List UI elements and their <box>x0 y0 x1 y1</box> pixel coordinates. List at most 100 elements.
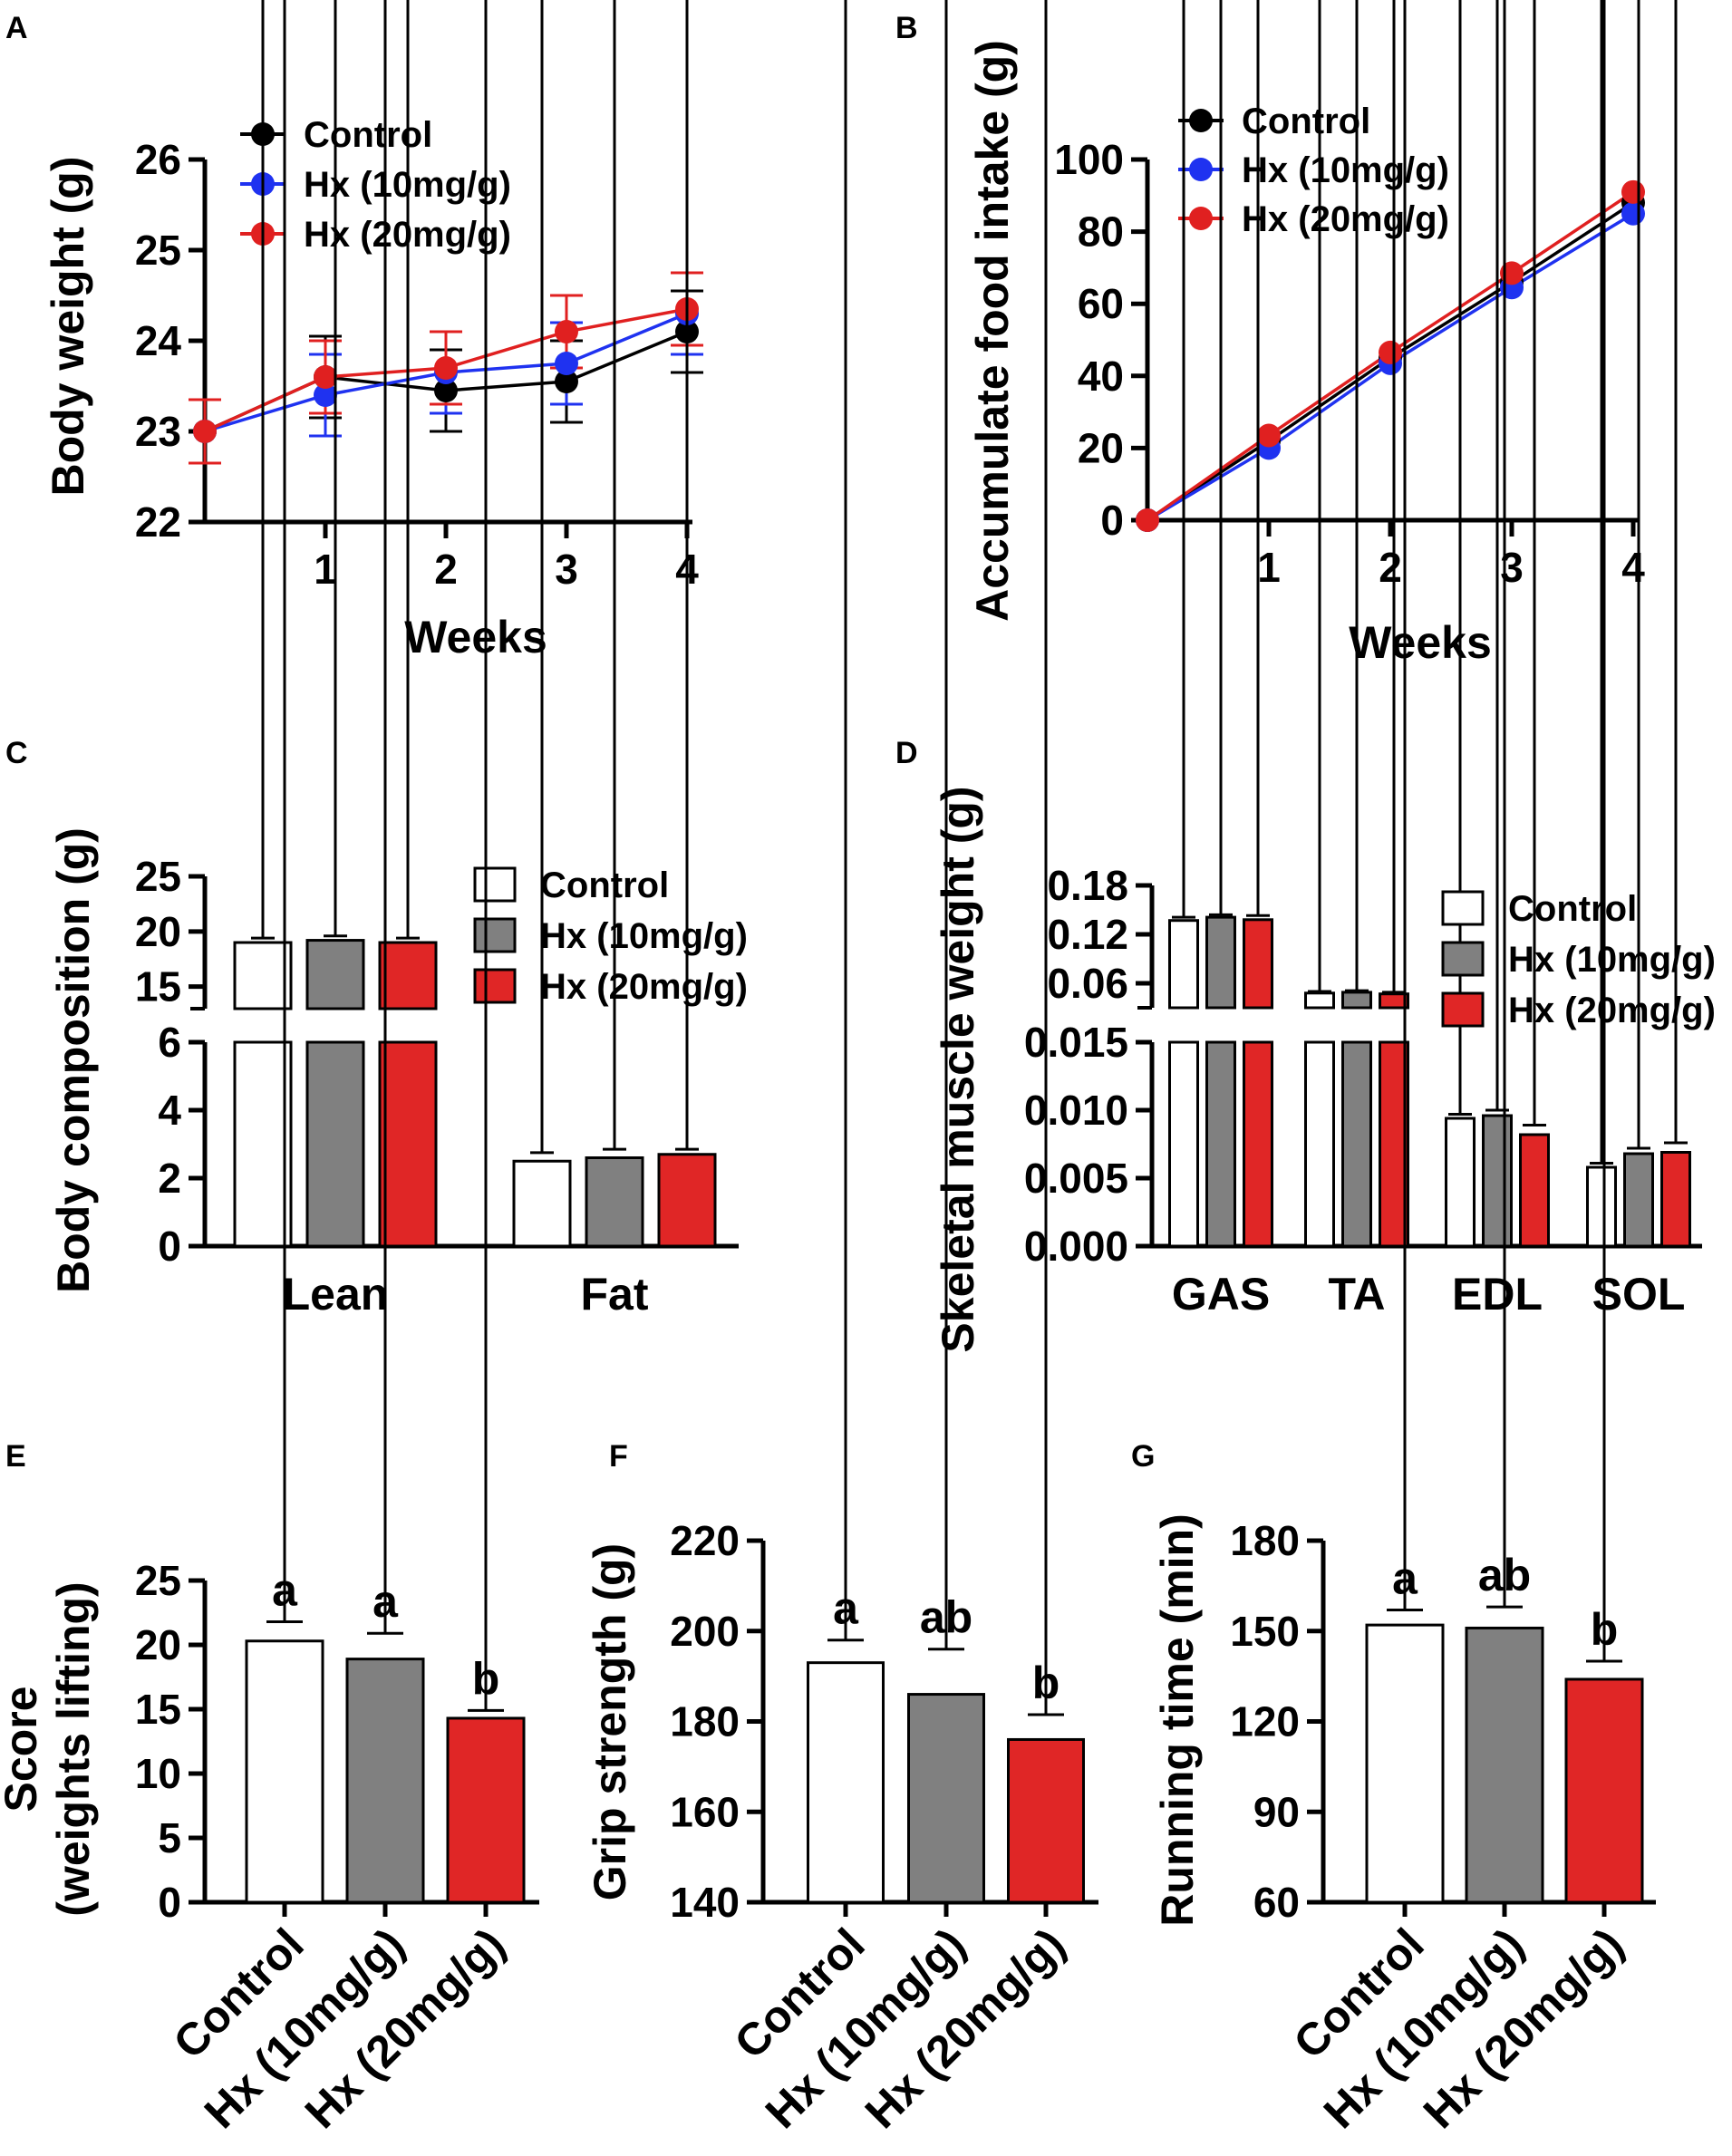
bar-lower-segment <box>1304 1040 1335 1248</box>
y-tick-label: 0.015 <box>1024 1019 1128 1066</box>
error-bar <box>530 0 554 1155</box>
legend-swatch <box>1441 941 1485 977</box>
bar <box>807 1661 885 1904</box>
y-tick-label: 40 <box>1078 353 1124 400</box>
error-bar <box>1627 0 1650 1150</box>
bar <box>1379 992 1409 1010</box>
panel-label-C: C <box>5 736 28 770</box>
y-tick-label: 0 <box>158 1879 181 1926</box>
y-tick-label: 4 <box>158 1087 181 1134</box>
error-bar <box>1590 0 1613 1165</box>
y-tick-label: 60 <box>1253 1879 1300 1926</box>
legend-label: Hx (10mg/g) <box>1242 150 1449 190</box>
y-axis-title-line2: (weights lifting) <box>48 1581 99 1916</box>
data-point <box>314 365 337 389</box>
x-tick-label: GAS <box>1172 1269 1270 1320</box>
bar <box>233 941 293 1010</box>
legend-label: Hx (10mg/g) <box>540 916 748 956</box>
error-bar <box>1382 0 1406 994</box>
bar <box>1660 1151 1691 1248</box>
y-tick-label: 220 <box>670 1517 740 1564</box>
data-point <box>555 352 578 375</box>
y-tick-label: 0.010 <box>1024 1087 1128 1134</box>
x-tick-label: TA <box>1329 1269 1386 1320</box>
bar <box>1586 1165 1617 1248</box>
y-axis-title: Body composition (g) <box>48 827 99 1293</box>
y-tick-label: 160 <box>670 1788 740 1835</box>
panel-label-F: F <box>609 1439 628 1474</box>
legend-label: Control <box>1508 889 1637 929</box>
bar <box>1564 1677 1644 1904</box>
error-bar <box>1028 0 1064 1716</box>
error-bar <box>468 0 504 1712</box>
x-tick-label: Lean <box>283 1269 389 1320</box>
significance-letter: b <box>472 1653 500 1704</box>
x-tick-label: 1 <box>314 546 337 593</box>
y-tick-label: 0.005 <box>1024 1155 1128 1202</box>
bar <box>345 1658 425 1904</box>
error-bar <box>367 0 403 1635</box>
bar <box>1445 1117 1476 1248</box>
y-axis-title: Skeletal muscle weight (g) <box>933 786 983 1352</box>
bar-lower-segment <box>1379 1040 1409 1248</box>
y-tick-label: 15 <box>135 1686 181 1733</box>
bar-lower-segment <box>1205 1040 1236 1248</box>
error-bar <box>1246 0 1270 917</box>
y-axis-title: Running time (min) <box>1152 1513 1203 1927</box>
bar <box>446 1716 526 1904</box>
data-point <box>1621 201 1645 226</box>
data-point <box>434 356 458 380</box>
bar <box>907 1693 985 1904</box>
bar <box>1168 919 1199 1010</box>
y-tick-label: 0.000 <box>1024 1223 1128 1270</box>
x-tick-label: 2 <box>434 546 458 593</box>
legend-swatch <box>473 968 517 1004</box>
y-tick-label: 120 <box>1230 1698 1300 1745</box>
legend-label: Hx (20mg/g) <box>1242 199 1449 239</box>
y-tick-label: 180 <box>1230 1517 1300 1564</box>
error-bar <box>1345 0 1369 992</box>
legend-label: Hx (20mg/g) <box>1508 991 1716 1030</box>
y-tick-label: 10 <box>135 1750 181 1797</box>
y-tick-label: 25 <box>135 853 181 900</box>
x-tick-label: 3 <box>555 546 578 593</box>
y-tick-label: 200 <box>670 1608 740 1655</box>
y-tick-label: 25 <box>135 1557 181 1604</box>
bar <box>1519 1133 1550 1248</box>
error-bar <box>396 0 420 940</box>
x-tick-label: Fat <box>581 1269 649 1320</box>
significance-letter: a <box>272 1564 298 1615</box>
x-tick-label: SOL <box>1592 1269 1686 1320</box>
significance-letter: b <box>1591 1604 1619 1655</box>
y-tick-label: 100 <box>1054 136 1124 183</box>
error-bar <box>675 0 699 1151</box>
bar <box>305 939 365 1010</box>
legend-label: Hx (20mg/g) <box>540 967 748 1007</box>
bar <box>378 941 438 1010</box>
bar <box>1341 991 1372 1010</box>
y-tick-label: 25 <box>135 227 181 274</box>
error-bar <box>251 0 275 940</box>
panel-label-B: B <box>895 11 918 45</box>
legend-swatch <box>1441 890 1485 926</box>
data-point <box>1379 340 1402 364</box>
bar-lower-segment <box>233 1040 293 1248</box>
error-bar <box>1523 0 1546 1126</box>
y-tick-label: 5 <box>158 1814 181 1861</box>
x-axis-title: Weeks <box>1349 617 1492 668</box>
y-tick-label: 15 <box>135 963 181 1010</box>
bar <box>1482 1114 1513 1248</box>
bar <box>1205 915 1236 1010</box>
significance-letter: a <box>1392 1552 1418 1603</box>
data-point <box>1136 508 1159 532</box>
panel-label-A: A <box>5 11 28 45</box>
bar <box>1465 1626 1544 1904</box>
y-tick-label: 150 <box>1230 1608 1300 1655</box>
y-tick-label: 180 <box>670 1698 740 1745</box>
data-point <box>314 383 337 407</box>
panel-label-G: G <box>1131 1439 1155 1474</box>
error-bar <box>1209 0 1233 916</box>
y-tick-label: 60 <box>1078 280 1124 327</box>
significance-letter: b <box>1032 1658 1060 1708</box>
error-bar <box>324 0 347 938</box>
